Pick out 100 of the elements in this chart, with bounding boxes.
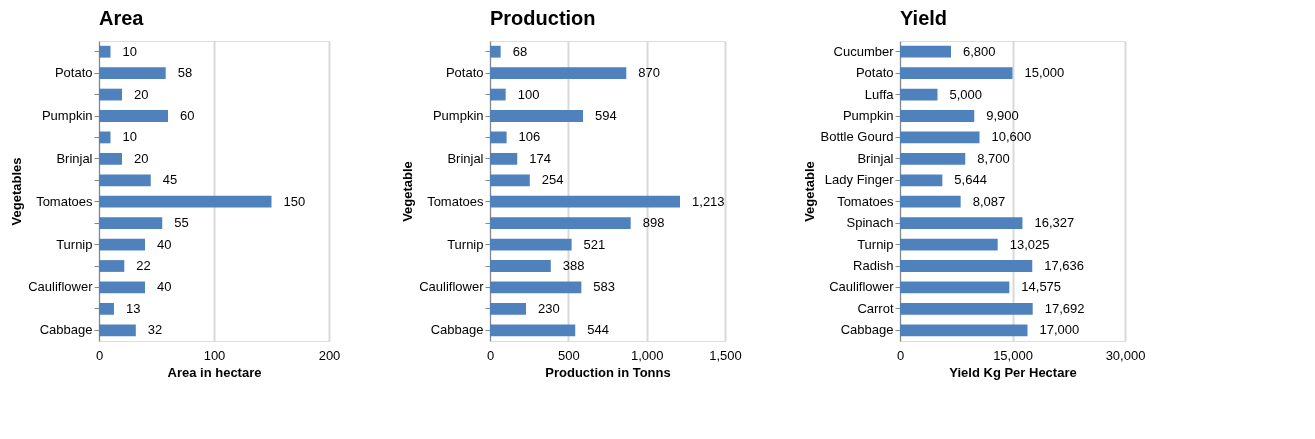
y-tick-label: Lady Finger [824, 172, 895, 188]
bar [99, 110, 168, 122]
y-tick-label: Potato [445, 65, 484, 81]
data-label: 6,800 [963, 43, 996, 59]
y-axis-title: Vegetable [801, 161, 817, 222]
bar [490, 88, 506, 101]
bar [99, 281, 145, 294]
x-axis-title: Production in Tonns [545, 364, 671, 380]
data-label: 60 [180, 108, 195, 123]
data-label: 68 [512, 43, 528, 59]
y-tick-label: Tomatoes [837, 193, 894, 209]
y-tick-label: Brinjal [56, 150, 93, 166]
bar [490, 281, 582, 294]
data-label: 100 [517, 86, 540, 102]
data-label: 106 [518, 129, 541, 145]
y-tick-label: Brinjal [857, 150, 894, 166]
y-tick-label: Cabbage [39, 322, 93, 338]
data-label: 254 [541, 172, 564, 188]
y-tick-label: Pumpkin [432, 108, 484, 123]
data-label: 583 [593, 279, 616, 295]
bar [99, 238, 145, 251]
x-tick-label: 1,000 [630, 347, 664, 363]
y-tick-label: Turnip [56, 236, 93, 252]
y-tick-label: Cabbage [840, 322, 894, 338]
bar [900, 302, 1033, 315]
y-tick-label: Bottle Gourd [820, 129, 894, 145]
data-label: 22 [136, 258, 151, 273]
data-label: 388 [562, 258, 585, 273]
bar [99, 302, 114, 315]
bar [490, 174, 530, 187]
data-label: 150 [283, 193, 306, 209]
bar [490, 45, 501, 58]
bar [900, 238, 998, 251]
chart-title: Yield [900, 7, 948, 29]
bar [900, 131, 980, 144]
y-tick-label: Tomatoes [427, 193, 484, 209]
bar [900, 174, 943, 187]
data-label: 521 [583, 236, 606, 252]
data-label: 13 [125, 300, 141, 316]
data-label: 17,692 [1044, 300, 1085, 316]
chart-title: Area [99, 7, 145, 29]
data-label: 9,900 [986, 108, 1019, 123]
bar [900, 324, 1028, 337]
bar [900, 217, 1023, 230]
bar [99, 174, 151, 187]
chart-title: Production [490, 7, 596, 29]
y-tick-label: Luffa [864, 86, 895, 102]
data-label: 10 [122, 43, 137, 59]
y-tick-label: Brinjal [447, 150, 484, 166]
data-label: 544 [587, 322, 609, 338]
data-label: 15,000 [1024, 65, 1065, 81]
data-label: 58 [177, 65, 193, 81]
y-tick-label: Cauliflower [419, 279, 485, 295]
data-label: 40 [157, 279, 172, 295]
x-tick-label: 100 [203, 347, 226, 363]
data-label: 8,087 [972, 193, 1006, 209]
bar [99, 217, 163, 230]
y-tick-label: Tomatoes [36, 193, 93, 209]
x-tick-label: 1,500 [709, 347, 742, 363]
data-label: 16,327 [1034, 215, 1075, 231]
data-label: 45 [162, 172, 178, 188]
data-label: 17,000 [1039, 322, 1080, 338]
bar [99, 260, 125, 272]
bar [490, 324, 576, 337]
data-label: 5,000 [949, 86, 983, 102]
data-label: 174 [529, 150, 551, 166]
data-label: 20 [134, 86, 149, 102]
bar [900, 195, 961, 208]
bar [490, 110, 584, 122]
data-label: 5,644 [954, 172, 987, 188]
data-label: 898 [642, 215, 665, 231]
bar [99, 45, 111, 58]
bar [900, 88, 938, 101]
x-tick-label: 30,000 [1105, 347, 1146, 363]
y-tick-label: Turnip [447, 236, 484, 252]
data-label: 594 [595, 108, 617, 123]
bar [99, 88, 122, 101]
data-label: 10 [122, 129, 137, 145]
bar [99, 131, 111, 144]
bar [490, 195, 681, 208]
data-label: 13,025 [1009, 236, 1050, 252]
x-axis-title: Yield Kg Per Hectare [949, 364, 1077, 380]
bar [490, 260, 551, 272]
data-label: 14,575 [1021, 279, 1062, 295]
bar [490, 152, 518, 165]
bar [99, 324, 136, 337]
data-label: 230 [538, 300, 560, 316]
y-axis-title: Vegetable [400, 161, 416, 222]
y-tick-label: Potato [54, 65, 93, 81]
y-tick-label: Spinach [846, 215, 894, 231]
data-label: 10,600 [991, 129, 1032, 145]
x-tick-label: 0 [896, 347, 905, 363]
bar [490, 238, 572, 251]
y-tick-label: Cucumber [833, 43, 895, 59]
data-label: 55 [174, 215, 189, 231]
x-tick-label: 200 [318, 347, 341, 363]
bar [900, 110, 975, 122]
bar [900, 260, 1033, 272]
data-label: 870 [638, 65, 660, 81]
bar [900, 45, 951, 58]
